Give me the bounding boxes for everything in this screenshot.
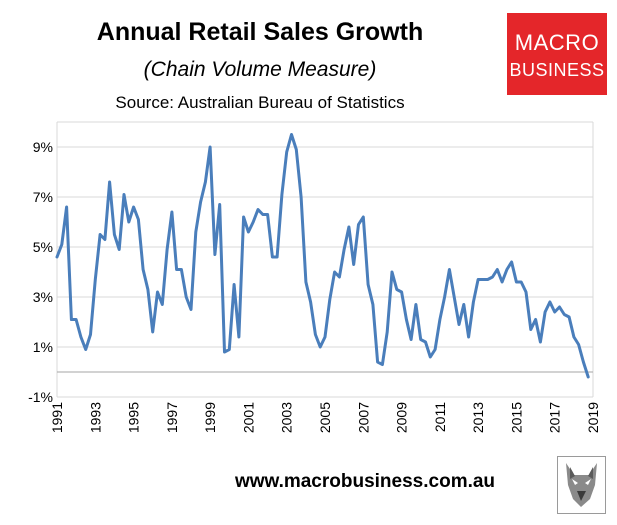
x-tick-label: 2003	[279, 402, 295, 433]
x-tick-label: 1999	[202, 402, 218, 433]
logo-line-macro: MACRO	[514, 30, 600, 55]
x-tick-label: 2017	[547, 402, 563, 433]
y-tick-label: 9%	[33, 139, 53, 155]
x-tick-label: 2019	[585, 402, 601, 433]
y-tick-label: -1%	[28, 389, 53, 405]
logo-line-business: BUSINESS	[509, 60, 605, 80]
x-tick-label: 2013	[470, 402, 486, 433]
y-tick-label: 1%	[33, 339, 53, 355]
x-axis-labels: 1991 1993 1995 1997 1999 2001 2003 2005 2007 2009…	[49, 402, 601, 433]
chart-title: Annual Retail Sales Growth	[96, 18, 424, 46]
y-axis-labels: -1% 1% 3% 5% 7% 9%	[28, 139, 53, 405]
x-tick-label: 2009	[394, 402, 410, 433]
y-tick-label: 7%	[33, 189, 53, 205]
wolf-icon	[566, 463, 597, 507]
retail-sales-growth-line	[55, 133, 590, 379]
macrobusiness-logo: MACRO BUSINESS	[507, 13, 607, 95]
source-note: Source: Australian Bureau of Statistics	[115, 93, 405, 112]
x-tick-label: 2001	[240, 402, 256, 433]
x-tick-label: 1993	[87, 402, 103, 433]
website-url[interactable]: www.macrobusiness.com.au	[234, 471, 496, 492]
x-tick-label: 2007	[355, 402, 371, 433]
chart-subtitle: (Chain Volume Measure)	[143, 58, 377, 81]
wolf-logo	[557, 456, 606, 514]
x-tick-label: 2015	[508, 402, 524, 433]
x-tick-label: 1995	[126, 402, 142, 433]
x-tick-label: 2011	[432, 402, 448, 432]
x-tick-label: 1997	[164, 402, 180, 433]
x-tick-label: 1991	[49, 402, 65, 433]
y-tick-label: 3%	[33, 289, 53, 305]
gridlines	[57, 146, 593, 348]
y-tick-label: 5%	[33, 239, 53, 255]
x-tick-label: 2005	[317, 402, 333, 433]
